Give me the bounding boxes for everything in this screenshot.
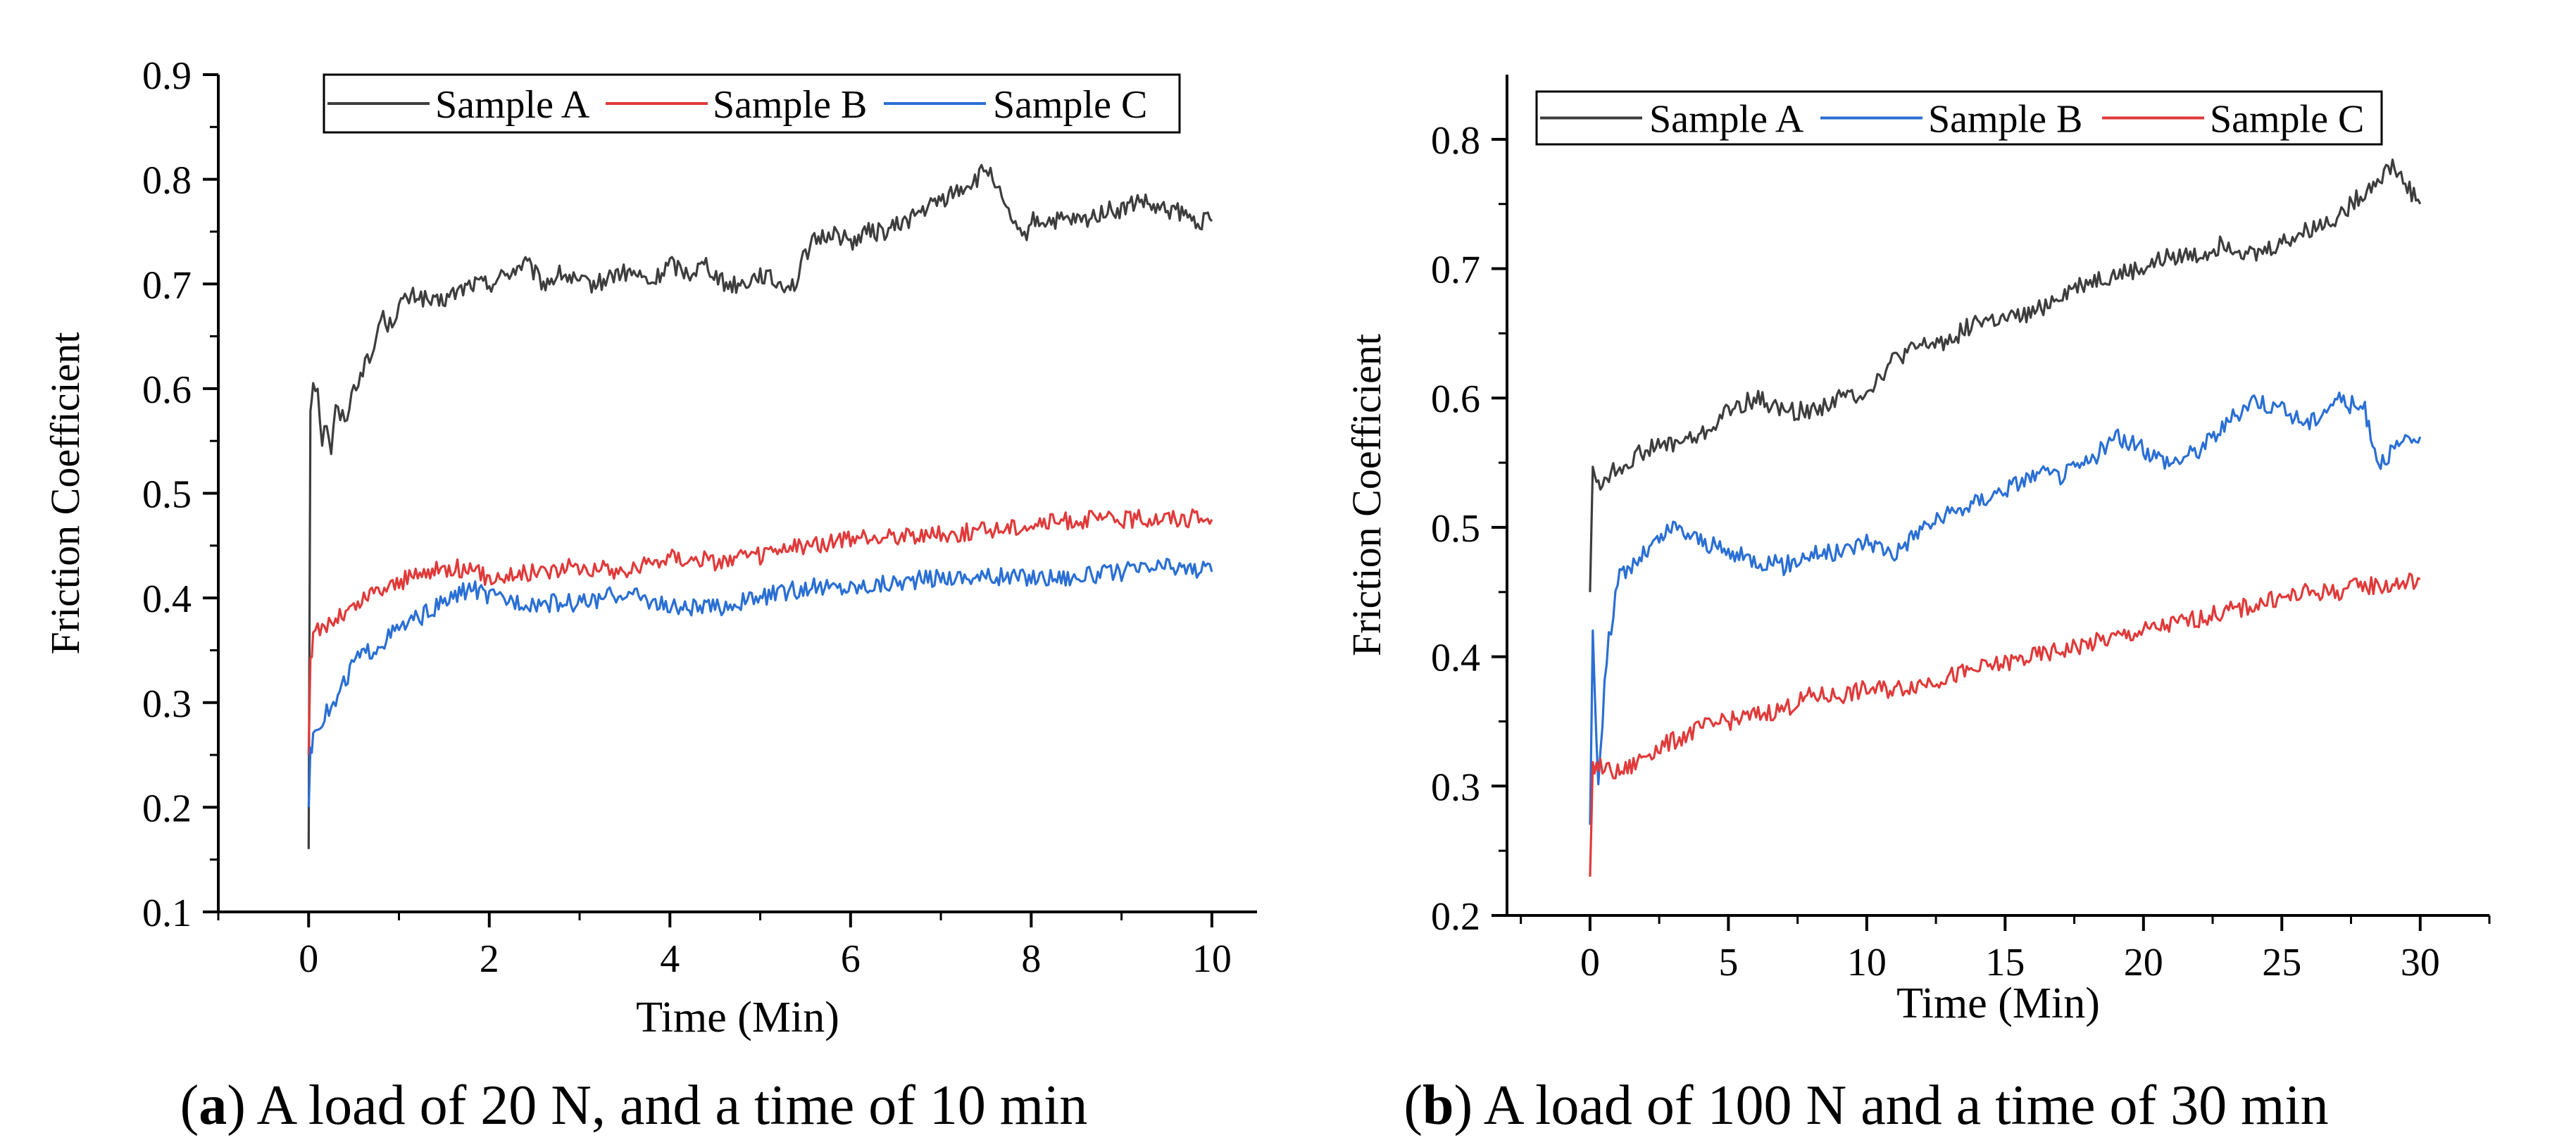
x-tick-label: 6 [841, 937, 861, 981]
legend-box [1535, 90, 2383, 146]
x-tick-label: 20 [2124, 941, 2163, 984]
caption-b-letter: b [1423, 1075, 1454, 1137]
x-axis-title: Time (Min) [1896, 980, 2100, 1027]
y-tick-label: 0.5 [142, 473, 192, 517]
y-axis-title: Friction Coefficient [1344, 334, 1389, 656]
y-tick-label: 0.6 [142, 368, 192, 412]
caption-a-letter: a [199, 1075, 227, 1137]
legend-label: Sample A [1649, 98, 1804, 142]
y-axis-title: Friction Coefficient [42, 332, 88, 655]
y-tick-label: 0.2 [142, 787, 192, 830]
caption-b: (b) A load of 100 N and a time of 30 min [1403, 1075, 2329, 1137]
y-tick-label: 0.7 [1431, 249, 1480, 292]
legend-box [323, 73, 1181, 134]
y-tick-label: 0.4 [1431, 637, 1480, 680]
series-line-sample-b [307, 508, 1213, 756]
caption-a: (a) A load of 20 N, and a time of 10 min [180, 1075, 1088, 1137]
x-tick-label: 10 [1192, 937, 1232, 981]
x-tick-label: 4 [660, 937, 680, 981]
legend-label: Sample C [2210, 98, 2364, 142]
legend-label: Sample A [435, 83, 590, 127]
x-tick-label: 2 [480, 937, 499, 981]
x-tick-label: 15 [1985, 941, 2025, 984]
y-tick-label: 0.9 [142, 54, 192, 98]
y-tick-label: 0.5 [1431, 507, 1480, 551]
y-tick-label: 0.6 [1431, 377, 1480, 421]
x-tick-label: 25 [2262, 941, 2301, 984]
x-tick-label: 0 [1580, 941, 1600, 984]
y-tick-label: 0.3 [142, 682, 192, 726]
legend-label: Sample B [1928, 98, 2082, 142]
caption-b-text: A load of 100 N and a time of 30 min [1483, 1075, 2329, 1137]
series-line-sample-b [1589, 392, 2422, 825]
x-tick-label: 10 [1847, 941, 1887, 984]
x-tick-label: 5 [1718, 941, 1738, 984]
series-line-sample-c [307, 558, 1213, 808]
series-line-sample-a [307, 163, 1213, 849]
x-tick-label: 8 [1021, 937, 1041, 981]
x-tick-label: 0 [299, 937, 318, 981]
x-axis-title: Time (Min) [636, 994, 839, 1041]
legend-label: Sample B [713, 83, 867, 127]
legend-label: Sample C [993, 83, 1147, 127]
y-tick-label: 0.8 [1431, 119, 1480, 163]
y-tick-label: 0.2 [1431, 895, 1480, 939]
caption-a-text: A load of 20 N, and a time of 10 min [256, 1075, 1088, 1137]
series-line-sample-a [1589, 158, 2422, 592]
y-tick-label: 0.1 [142, 891, 192, 935]
y-tick-label: 0.3 [1431, 765, 1480, 809]
y-tick-label: 0.8 [142, 159, 192, 203]
series-line-sample-c [1589, 572, 2421, 877]
chart-b: 0.2 0.3 0.4 0.5 0.6 0.7 0.8 0 5 10 15 20 25 30 Frictio… [1344, 75, 2491, 1027]
x-tick-label: 30 [2401, 941, 2440, 984]
y-tick-label: 0.7 [142, 263, 192, 307]
chart-a: 0.1 0.2 0.3 0.4 0.5 0.6 0.7 0.8 0.9 0 2 4 6 8 10 Fricti… [42, 54, 1257, 1041]
y-tick-label: 0.4 [142, 577, 192, 621]
